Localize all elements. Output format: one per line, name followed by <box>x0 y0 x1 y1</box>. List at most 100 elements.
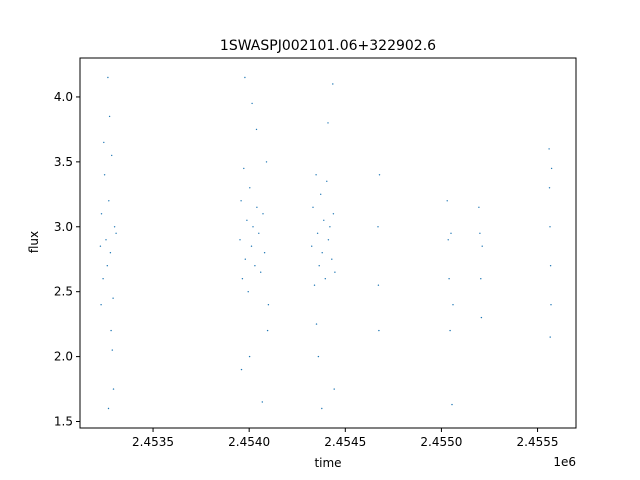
y-axis-label: flux <box>27 231 41 253</box>
data-point <box>110 329 112 332</box>
data-point <box>109 252 112 254</box>
y-tick-label: 3.5 <box>54 155 73 169</box>
data-point <box>241 278 244 280</box>
x-axis-offset-label: 1e6 <box>553 455 576 469</box>
data-point <box>243 167 245 170</box>
data-point <box>449 329 451 332</box>
data-point <box>107 407 110 410</box>
data-point <box>331 258 333 260</box>
data-point <box>103 141 105 144</box>
data-point <box>332 83 334 85</box>
data-point <box>321 407 323 410</box>
data-point <box>244 76 246 79</box>
data-point <box>446 200 448 202</box>
data-point <box>326 180 328 182</box>
x-axis-ticks: 2.4535 2.4540 2.4545 2.4550 2.4555 <box>132 428 559 449</box>
data-point <box>332 213 335 215</box>
data-point <box>316 232 319 234</box>
y-axis-ticks: 1.5 2.0 2.5 3.0 3.5 4.0 <box>54 90 80 429</box>
data-point <box>327 239 330 241</box>
data-point <box>108 200 110 202</box>
data-point <box>247 291 249 293</box>
data-point <box>246 219 248 221</box>
data-point <box>312 206 314 208</box>
x-tick-label: 2.4540 <box>228 435 270 449</box>
data-point <box>481 245 483 247</box>
data-point <box>548 187 551 189</box>
data-point <box>106 265 109 267</box>
y-tick-label: 3.0 <box>54 220 73 234</box>
data-point <box>261 401 263 403</box>
data-point <box>447 239 449 241</box>
y-tick-label: 1.5 <box>54 415 73 429</box>
data-point <box>448 278 450 280</box>
data-point <box>115 232 117 234</box>
x-axis-label: time <box>314 456 341 470</box>
data-point <box>550 304 552 306</box>
data-point <box>377 284 380 286</box>
data-point <box>105 239 107 241</box>
data-point <box>317 355 320 358</box>
data-point <box>250 245 253 247</box>
data-point <box>100 213 103 215</box>
data-point <box>549 336 551 338</box>
data-point <box>108 115 111 118</box>
data-point <box>112 297 114 299</box>
data-point <box>100 304 102 306</box>
data-point <box>107 76 109 79</box>
data-points <box>99 76 553 410</box>
data-point <box>549 265 552 267</box>
data-point <box>323 219 325 221</box>
y-tick-label: 2.0 <box>54 350 73 364</box>
data-point <box>111 154 113 157</box>
data-point <box>252 226 254 228</box>
chart-title: 1SWASPJ002101.06+322902.6 <box>220 38 436 54</box>
x-tick-label: 2.4535 <box>132 435 174 449</box>
data-point <box>99 245 102 247</box>
data-point <box>311 245 313 247</box>
y-tick-label: 2.5 <box>54 285 73 299</box>
data-point <box>266 329 269 332</box>
data-point <box>315 174 317 176</box>
data-point <box>258 232 260 234</box>
data-point <box>478 206 480 208</box>
data-point <box>377 226 379 228</box>
data-point <box>315 323 318 325</box>
data-point <box>333 388 335 390</box>
data-point <box>244 258 246 260</box>
data-point <box>254 265 256 267</box>
data-point <box>313 284 316 286</box>
data-point <box>248 355 251 358</box>
plot-frame <box>79 57 577 429</box>
data-point <box>103 174 106 176</box>
data-point <box>240 368 243 371</box>
x-tick-label: 2.4550 <box>420 435 462 449</box>
data-point <box>480 278 482 280</box>
data-point <box>548 148 550 150</box>
data-point <box>479 232 481 234</box>
x-tick-label: 2.4555 <box>517 435 559 449</box>
data-point <box>263 252 266 254</box>
data-point <box>450 232 452 234</box>
data-point <box>320 193 322 195</box>
data-point <box>265 161 268 163</box>
data-point <box>239 239 241 241</box>
data-point <box>102 278 104 280</box>
data-point <box>113 226 116 228</box>
data-point <box>260 271 262 273</box>
y-tick-label: 4.0 <box>54 90 73 104</box>
data-point <box>112 388 115 390</box>
data-point <box>329 226 331 228</box>
data-point <box>321 252 323 254</box>
data-point <box>240 200 242 202</box>
data-point <box>251 102 253 105</box>
data-point <box>451 403 453 406</box>
data-point <box>480 316 483 319</box>
data-point <box>262 213 264 215</box>
data-point <box>378 174 381 176</box>
data-point <box>452 304 454 306</box>
data-point <box>549 226 551 228</box>
data-point <box>327 122 329 124</box>
data-point <box>111 349 114 351</box>
